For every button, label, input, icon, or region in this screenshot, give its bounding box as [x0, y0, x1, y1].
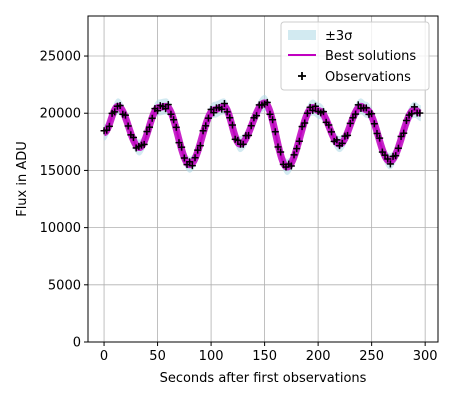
x-tick-label: 50	[149, 349, 166, 364]
x-tick-label: 250	[359, 349, 384, 364]
best-solution-line	[104, 103, 421, 167]
legend: ±3σ Best solutions Observations	[281, 22, 429, 90]
x-tick-label: 150	[252, 349, 277, 364]
y-tick-label: 10000	[40, 221, 81, 236]
y-tick-label: 5000	[48, 278, 81, 293]
x-axis-ticks: 0 50 100 150 200 250 300	[100, 342, 438, 364]
y-axis-ticks: 0 5000 10000 15000 20000 25000	[40, 50, 88, 351]
y-tick-label: 20000	[40, 107, 81, 122]
x-tick-label: 100	[199, 349, 224, 364]
y-axis-label: Flux in ADU	[15, 141, 30, 217]
x-axis-label: Seconds after first observations	[160, 371, 367, 386]
best-solution-group	[104, 103, 421, 167]
y-tick-label: 15000	[40, 164, 81, 179]
legend-label-best-solutions: Best solutions	[325, 49, 416, 64]
x-tick-label: 200	[306, 349, 331, 364]
legend-swatch-sigma-band	[288, 30, 316, 40]
x-tick-label: 0	[100, 349, 108, 364]
legend-label-observations: Observations	[325, 70, 411, 85]
x-tick-label: 300	[413, 349, 438, 364]
legend-label-sigma-band: ±3σ	[325, 29, 352, 44]
y-tick-label: 0	[73, 336, 81, 351]
y-tick-label: 25000	[40, 50, 81, 65]
